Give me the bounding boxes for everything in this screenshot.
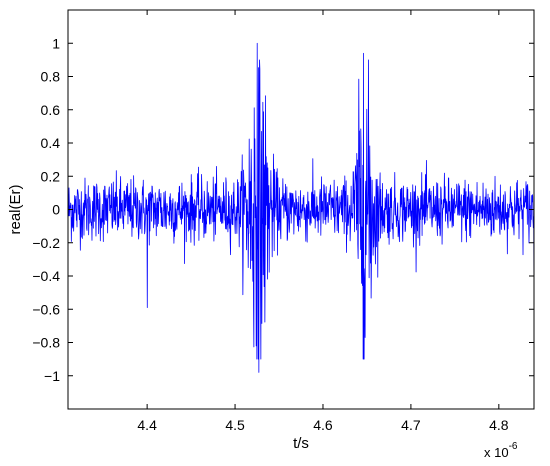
y-tick-label: −1 bbox=[44, 368, 60, 384]
y-tick-label: −0.6 bbox=[32, 301, 60, 317]
y-tick-label: −0.2 bbox=[32, 235, 60, 251]
y-axis: −1 −0.8 −0.6 −0.4 −0.2 0 0.2 0.4 0.6 0.8 1 bbox=[32, 35, 534, 384]
x-axis: 4.4 4.5 4.6 4.7 4.8 bbox=[137, 10, 509, 433]
x-tick-label: 4.8 bbox=[489, 417, 509, 433]
x-axis-exponent: x 10-6 bbox=[484, 441, 518, 460]
y-axis-title: real(Er) bbox=[7, 184, 24, 234]
x-axis-exponent-power: -6 bbox=[509, 441, 518, 452]
x-axis-exponent-base: x 10 bbox=[484, 445, 509, 460]
x-axis-title: t/s bbox=[293, 435, 309, 452]
y-tick-label: 0.6 bbox=[41, 102, 61, 118]
x-tick-label: 4.5 bbox=[225, 417, 245, 433]
series-layer bbox=[68, 42, 534, 373]
y-tick-label: 0.8 bbox=[41, 69, 61, 85]
series-line bbox=[68, 42, 534, 373]
y-tick-label: −0.8 bbox=[32, 335, 60, 351]
y-tick-label: 1 bbox=[52, 35, 60, 51]
y-tick-label: 0.4 bbox=[41, 135, 61, 151]
y-tick-label: −0.4 bbox=[32, 268, 60, 284]
x-tick-label: 4.4 bbox=[137, 417, 157, 433]
x-tick-label: 4.7 bbox=[401, 417, 421, 433]
y-tick-label: 0.2 bbox=[41, 168, 61, 184]
x-tick-label: 4.6 bbox=[313, 417, 333, 433]
y-tick-label: 0 bbox=[52, 202, 60, 218]
